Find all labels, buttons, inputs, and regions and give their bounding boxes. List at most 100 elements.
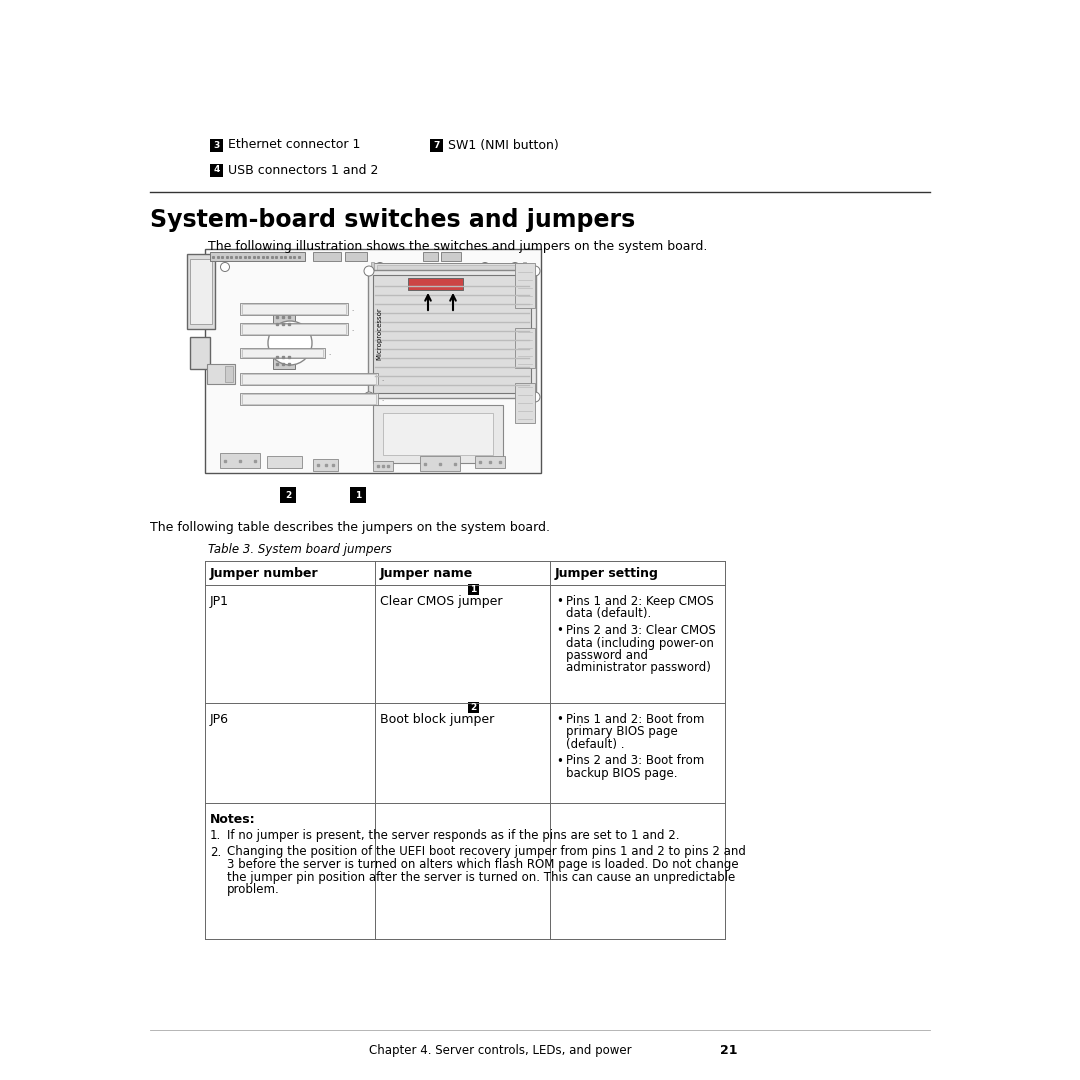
Text: Jumper name: Jumper name [380, 567, 473, 580]
Bar [240, 348, 325, 357]
Text: Chapter 4. Server controls, LEDs, and power: Chapter 4. Server controls, LEDs, and po… [368, 1044, 632, 1057]
Text: Microprocessor: Microprocessor [376, 308, 382, 361]
Text: 3 before the server is turned on alters which flash ROM page is loaded. Do not c: 3 before the server is turned on alters … [227, 858, 739, 870]
Circle shape [268, 321, 312, 365]
Circle shape [364, 392, 374, 402]
Bar [468, 583, 478, 594]
Text: .: . [351, 306, 353, 312]
Text: administrator password): administrator password) [566, 661, 711, 675]
Bar [372, 328, 374, 346]
Text: JP1: JP1 [210, 595, 229, 608]
Bar [373, 329, 523, 345]
Bar [190, 259, 212, 324]
Circle shape [530, 392, 540, 402]
Bar [408, 278, 463, 291]
Text: •: • [556, 755, 563, 768]
Bar [372, 350, 374, 368]
Bar [280, 487, 296, 503]
Bar [313, 252, 341, 261]
Text: Pins 2 and 3: Boot from: Pins 2 and 3: Boot from [566, 755, 704, 768]
Bar [240, 393, 378, 405]
Bar [523, 328, 526, 346]
Circle shape [530, 266, 540, 276]
Bar [242, 349, 323, 357]
Bar [423, 252, 438, 261]
Bar [225, 366, 233, 382]
Text: the jumper pin position after the server is turned on. This can cause an unpredi: the jumper pin position after the server… [227, 870, 735, 883]
Bar [187, 254, 215, 329]
Bar [373, 275, 531, 393]
Bar [441, 252, 461, 261]
Circle shape [511, 262, 519, 271]
Text: Boot block jumper: Boot block jumper [380, 713, 495, 726]
Circle shape [364, 266, 374, 276]
Bar [383, 413, 492, 455]
Text: Jumper number: Jumper number [210, 567, 319, 580]
Bar [220, 453, 260, 468]
Bar [273, 351, 295, 369]
Bar [205, 249, 541, 473]
Bar [267, 456, 302, 468]
Bar [242, 374, 376, 384]
Text: Pins 1 and 2: Keep CMOS: Pins 1 and 2: Keep CMOS [566, 595, 714, 608]
Text: •: • [556, 713, 563, 726]
Bar [515, 264, 535, 308]
Bar [377, 353, 519, 365]
Bar [207, 364, 235, 384]
Text: 1.: 1. [210, 829, 221, 842]
Text: Pins 1 and 2: Boot from: Pins 1 and 2: Boot from [566, 713, 704, 726]
Text: If no jumper is present, the server responds as if the pins are set to 1 and 2.: If no jumper is present, the server resp… [227, 829, 679, 842]
Bar [373, 307, 523, 323]
Bar [350, 487, 366, 503]
Bar [240, 303, 348, 315]
Text: Pins 2 and 3: Clear CMOS: Pins 2 and 3: Clear CMOS [566, 624, 716, 637]
Bar [313, 459, 338, 471]
Bar [523, 262, 526, 280]
Bar [210, 252, 305, 261]
Text: .: . [328, 350, 330, 356]
Bar [242, 324, 346, 334]
Bar [373, 461, 393, 471]
Bar [377, 309, 519, 321]
Bar [515, 328, 535, 368]
Bar [372, 372, 374, 390]
Text: The following table describes the jumpers on the system board.: The following table describes the jumper… [150, 521, 550, 534]
Text: 2: 2 [470, 702, 476, 712]
Text: Table 3. System board jumpers: Table 3. System board jumpers [208, 543, 392, 556]
Bar [368, 270, 536, 399]
Text: 2: 2 [285, 490, 292, 499]
Text: 1: 1 [355, 490, 361, 499]
Text: Jumper setting: Jumper setting [555, 567, 659, 580]
Text: •: • [556, 595, 563, 608]
Bar [210, 138, 222, 151]
Bar [240, 373, 378, 384]
Bar [372, 284, 374, 302]
Bar [372, 262, 374, 280]
Text: (default) .: (default) . [566, 738, 624, 751]
Bar [345, 252, 367, 261]
Bar [273, 311, 295, 329]
Text: Notes:: Notes: [210, 813, 256, 826]
Text: Ethernet connector 1: Ethernet connector 1 [228, 138, 361, 151]
Bar [523, 372, 526, 390]
Bar [190, 337, 210, 369]
Text: .: . [381, 376, 383, 382]
Bar [373, 405, 503, 463]
Text: backup BIOS page.: backup BIOS page. [566, 767, 677, 780]
Bar [515, 383, 535, 423]
Bar [372, 306, 374, 324]
Bar [523, 350, 526, 368]
Bar [468, 702, 478, 713]
Text: 1: 1 [470, 584, 476, 594]
Text: primary BIOS page: primary BIOS page [566, 726, 678, 739]
Text: The following illustration shows the switches and jumpers on the system board.: The following illustration shows the swi… [208, 240, 707, 253]
Text: .: . [381, 396, 383, 402]
Bar [377, 375, 519, 387]
Text: 21: 21 [720, 1044, 738, 1057]
Circle shape [481, 262, 489, 271]
Bar [373, 373, 523, 389]
Text: problem.: problem. [227, 883, 280, 896]
Bar [523, 306, 526, 324]
Bar [430, 138, 443, 151]
Text: password and: password and [566, 649, 648, 662]
